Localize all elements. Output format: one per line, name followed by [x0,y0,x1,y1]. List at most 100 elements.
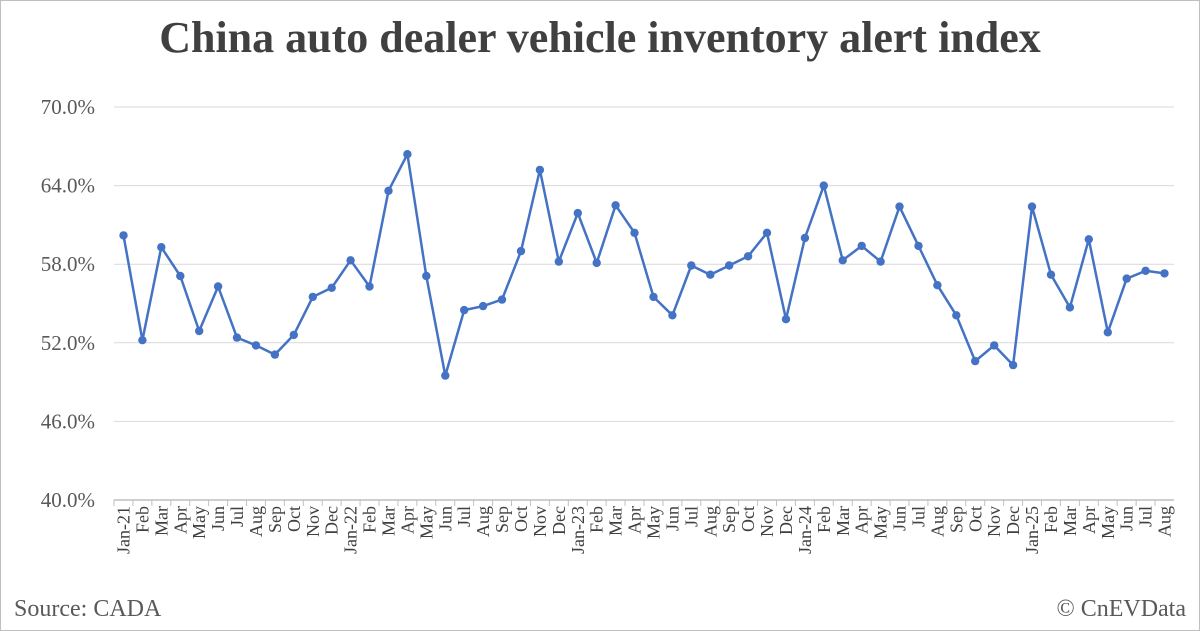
x-tick-label: Dec [549,506,569,535]
x-tick-label: Nov [757,506,777,537]
data-point [554,257,563,266]
data-point [213,282,223,291]
y-tick-label: 40.0% [41,488,95,512]
x-tick-label: Sep [265,506,285,533]
data-point [800,233,810,243]
data-point [460,305,469,315]
data-point [762,228,772,237]
x-tick-label: Jan-24 [795,506,815,554]
credit-label: © CnEVData [1056,596,1186,622]
x-tick-label: Jan-25 [1022,506,1042,554]
x-tick-label: May [416,506,436,539]
x-tick-label: Aug [246,506,266,537]
data-point [592,258,601,268]
x-tick-label: Jun [208,506,228,531]
x-tick-label: Nov [530,506,550,537]
x-tick-label: Mar [378,506,398,536]
data-point [497,295,507,304]
x-tick-label: Mar [151,506,171,536]
data-point [687,261,696,270]
x-tick-label: Jul [681,506,701,527]
data-point [630,228,639,237]
x-tick-label: Feb [814,506,834,533]
data-point [403,150,412,159]
data-point [384,186,393,195]
x-tick-label: Mar [833,506,853,536]
data-point [838,256,847,265]
data-point [706,270,715,279]
data-point [573,208,582,218]
x-tick-label: Feb [587,506,607,533]
data-point [441,371,450,380]
data-point [668,311,677,320]
data-point [1008,360,1018,370]
x-tick-label: Dec [322,506,342,535]
x-tick-label: Mar [1060,506,1080,536]
x-tick-label: May [871,506,891,539]
data-point [990,341,999,350]
x-tick-label: Jan-21 [113,506,133,554]
data-point [138,336,147,345]
x-tick-label: Oct [511,506,531,532]
x-tick-label: Sep [946,506,966,533]
x-tick-label: May [189,506,209,539]
x-tick-label: Feb [360,506,380,533]
data-point [971,356,980,366]
x-tick-label: Aug [927,506,947,537]
data-point [119,231,128,240]
data-point [365,282,374,291]
x-tick-label: Jul [227,506,247,527]
gridlines [113,106,1174,506]
data-point [611,201,620,210]
y-tick-label: 46.0% [41,409,95,433]
x-tick-label: Apr [852,506,872,534]
x-tick-label: Jul [454,506,474,527]
chart-title: China auto dealer vehicle inventory aler… [159,13,1041,62]
x-tick-label: Jun [890,506,910,531]
data-point [1103,328,1113,337]
x-tick-label: Aug [473,506,493,537]
data-point [1046,270,1056,279]
data-point [535,165,545,175]
x-tick-label: Feb [132,506,152,533]
data-point [1065,303,1075,312]
data-point [857,241,866,251]
data-point [289,330,298,340]
data-point [327,283,336,292]
data-point [478,301,488,311]
x-tick-label: Dec [1003,506,1023,535]
data-point [725,261,734,270]
x-axis-ticks: Jan-21FebMarAprMayJunJulAugSepOctNovDecJ… [113,506,1174,554]
x-tick-label: May [643,506,663,539]
x-tick-label: Jul [908,506,928,527]
x-tick-label: Oct [965,506,985,532]
data-point [251,341,261,350]
x-tick-label: Mar [606,506,626,536]
x-tick-label: Jun [662,506,682,531]
data-point [308,292,317,302]
x-tick-label: Apr [397,506,417,534]
data-point [933,281,942,290]
data-point [516,246,526,256]
data-point [232,333,242,342]
data-point [422,271,431,281]
data-point [157,243,166,252]
data-point [346,256,355,265]
data-point [819,181,828,190]
data-point [1122,274,1131,283]
series-line [119,150,1169,380]
x-tick-label: Aug [700,506,720,537]
x-tick-label: Jan-23 [568,506,588,554]
x-tick-label: Jun [435,506,455,531]
x-tick-label: Oct [284,506,304,532]
x-tick-label: Jun [1117,506,1137,531]
data-point [1027,202,1037,211]
data-point [952,311,961,320]
source-label: Source: CADA [14,596,162,622]
y-tick-label: 58.0% [41,252,95,276]
x-tick-label: Jan-22 [341,506,361,554]
data-point [649,292,658,302]
x-tick-label: Apr [170,506,190,534]
